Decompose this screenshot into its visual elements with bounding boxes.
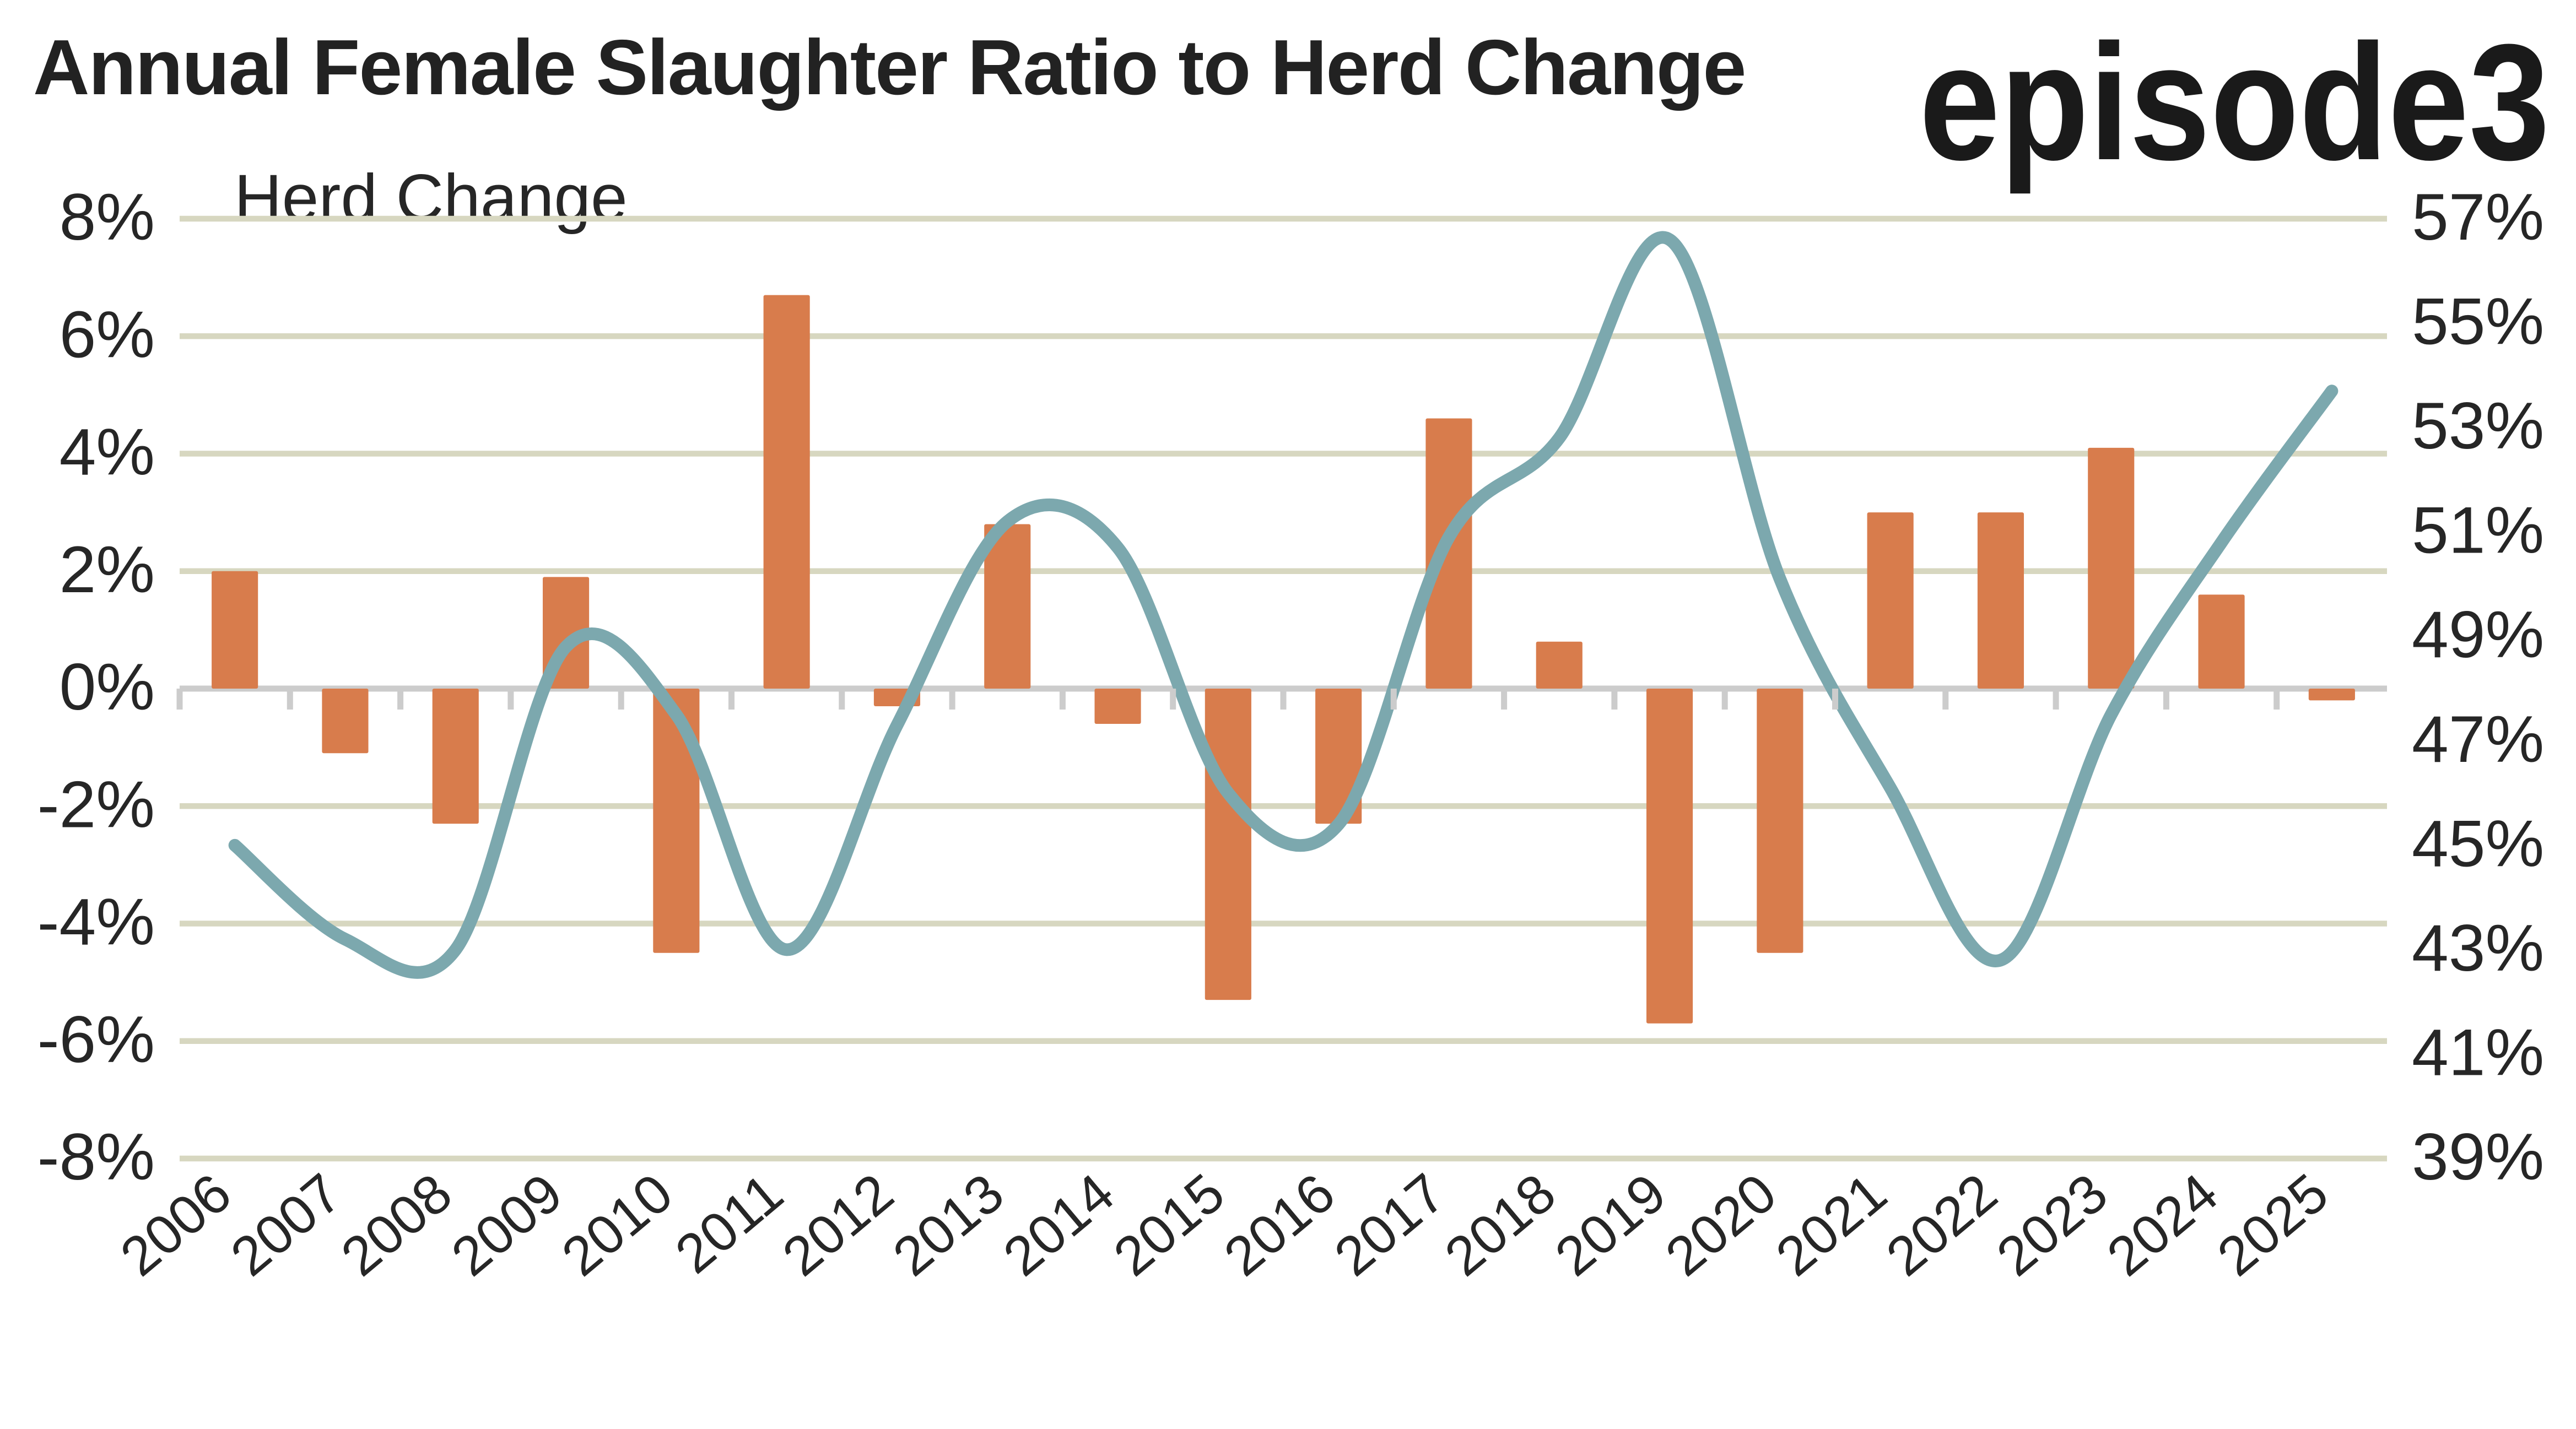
svg-text:39%: 39%: [2412, 1120, 2544, 1194]
svg-text:2013: 2013: [882, 1162, 1015, 1288]
svg-text:2009: 2009: [440, 1162, 574, 1288]
svg-text:2024: 2024: [2096, 1162, 2229, 1288]
svg-text:2022: 2022: [1875, 1162, 2008, 1288]
svg-text:-8%: -8%: [37, 1120, 155, 1194]
svg-text:2019: 2019: [1544, 1162, 1677, 1288]
svg-text:-4%: -4%: [37, 885, 155, 959]
svg-text:-6%: -6%: [37, 1003, 155, 1076]
svg-text:2011: 2011: [664, 1162, 795, 1285]
svg-text:-2%: -2%: [37, 767, 155, 841]
svg-text:2015: 2015: [1103, 1162, 1236, 1288]
svg-text:2017: 2017: [1323, 1162, 1456, 1288]
svg-text:2%: 2%: [60, 533, 155, 607]
svg-text:2018: 2018: [1433, 1162, 1567, 1288]
svg-text:0%: 0%: [60, 650, 155, 724]
svg-text:53%: 53%: [2412, 389, 2544, 463]
svg-text:4%: 4%: [60, 415, 155, 489]
svg-text:6%: 6%: [60, 297, 155, 371]
svg-text:2007: 2007: [219, 1162, 353, 1288]
svg-text:41%: 41%: [2412, 1015, 2544, 1089]
svg-text:2012: 2012: [771, 1162, 905, 1288]
svg-text:2010: 2010: [550, 1162, 684, 1288]
svg-text:51%: 51%: [2412, 494, 2544, 567]
svg-text:45%: 45%: [2412, 806, 2544, 880]
svg-text:47%: 47%: [2412, 702, 2544, 776]
svg-text:49%: 49%: [2412, 598, 2544, 672]
svg-text:2014: 2014: [992, 1162, 1125, 1288]
svg-text:2020: 2020: [1654, 1162, 1787, 1288]
svg-text:2025: 2025: [2206, 1162, 2340, 1288]
svg-text:2023: 2023: [1985, 1162, 2119, 1288]
svg-text:8%: 8%: [60, 180, 155, 254]
svg-text:43%: 43%: [2412, 911, 2544, 985]
svg-text:55%: 55%: [2412, 285, 2544, 359]
svg-text:57%: 57%: [2412, 180, 2544, 254]
svg-text:2008: 2008: [330, 1162, 463, 1288]
svg-text:2016: 2016: [1213, 1162, 1346, 1288]
svg-text:2021: 2021: [1764, 1162, 1898, 1288]
